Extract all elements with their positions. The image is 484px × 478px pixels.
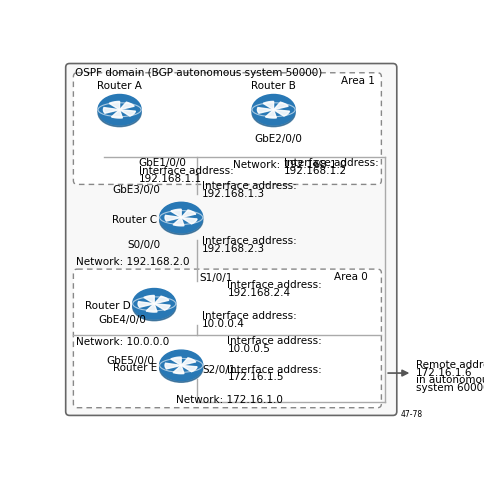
Text: GbE1/0/0: GbE1/0/0 (138, 158, 186, 168)
Text: 10.0.0.4: 10.0.0.4 (201, 319, 244, 329)
Ellipse shape (133, 289, 175, 319)
Text: Remote address:: Remote address: (415, 360, 484, 370)
Polygon shape (165, 363, 181, 369)
Text: 192.168.2.4: 192.168.2.4 (227, 288, 290, 298)
Text: 192.168.2.3: 192.168.2.3 (201, 244, 265, 254)
Text: GbE5/0/0: GbE5/0/0 (106, 356, 154, 366)
Polygon shape (144, 295, 154, 304)
Text: Router E: Router E (113, 363, 157, 373)
Text: system 60000: system 60000 (415, 383, 484, 393)
Text: GbE3/0/0: GbE3/0/0 (112, 185, 160, 195)
Polygon shape (138, 302, 154, 307)
Ellipse shape (133, 293, 175, 321)
Ellipse shape (159, 207, 202, 235)
Polygon shape (263, 101, 273, 110)
Text: Router D: Router D (84, 301, 130, 311)
Polygon shape (154, 296, 168, 304)
Text: 172.16.1.5: 172.16.1.5 (227, 372, 283, 382)
Text: Router B: Router B (251, 81, 295, 91)
Polygon shape (165, 216, 181, 221)
Text: Interface address:: Interface address: (283, 158, 378, 168)
Text: Network: 172.16.1.0: Network: 172.16.1.0 (175, 395, 282, 404)
Polygon shape (273, 102, 287, 110)
Text: 192.168.1.2: 192.168.1.2 (283, 166, 346, 176)
Text: Router C: Router C (112, 215, 157, 225)
Polygon shape (120, 110, 135, 116)
FancyBboxPatch shape (73, 73, 380, 185)
Text: Interface address:: Interface address: (227, 336, 321, 346)
Polygon shape (265, 110, 276, 118)
Text: Interface address:: Interface address: (227, 365, 321, 375)
FancyBboxPatch shape (73, 269, 380, 408)
Text: OSPF domain (BGP autonomous system 50000): OSPF domain (BGP autonomous system 50000… (75, 68, 321, 78)
Text: S1/0/1: S1/0/1 (198, 273, 232, 283)
Ellipse shape (98, 95, 141, 125)
Text: Network: 10.0.0.0: Network: 10.0.0.0 (76, 337, 168, 347)
Text: 192.168.1.3: 192.168.1.3 (201, 189, 265, 199)
Polygon shape (181, 365, 197, 372)
Text: GbE4/0/0: GbE4/0/0 (98, 315, 146, 325)
Text: Network: 192.168.1.0: Network: 192.168.1.0 (232, 160, 346, 170)
Polygon shape (173, 217, 183, 226)
Text: Interface address:: Interface address: (138, 166, 233, 176)
Text: 47-78: 47-78 (400, 410, 422, 419)
Text: Network: 192.168.2.0: Network: 192.168.2.0 (76, 257, 189, 267)
Text: 172.16.1.6: 172.16.1.6 (415, 368, 471, 378)
Text: Interface address:: Interface address: (201, 181, 296, 191)
Ellipse shape (159, 202, 202, 233)
Polygon shape (109, 101, 120, 110)
Polygon shape (120, 102, 134, 110)
Text: S2/0/1: S2/0/1 (202, 365, 236, 375)
Polygon shape (273, 110, 289, 116)
Text: Area 1: Area 1 (341, 76, 375, 86)
Ellipse shape (98, 99, 141, 127)
Text: Router A: Router A (97, 81, 142, 91)
Text: Interface address:: Interface address: (201, 312, 296, 322)
Ellipse shape (252, 95, 295, 125)
Polygon shape (181, 210, 196, 217)
Polygon shape (103, 108, 120, 113)
Polygon shape (170, 357, 181, 365)
Polygon shape (181, 358, 196, 365)
Polygon shape (257, 108, 273, 113)
Polygon shape (173, 365, 183, 374)
Text: S0/0/0: S0/0/0 (127, 240, 160, 250)
Text: in autonomous: in autonomous (415, 375, 484, 385)
Polygon shape (181, 217, 197, 224)
Text: Area 0: Area 0 (333, 272, 367, 282)
Polygon shape (170, 209, 181, 217)
Polygon shape (146, 304, 157, 312)
Polygon shape (154, 304, 170, 310)
Polygon shape (111, 110, 122, 118)
Text: GbE2/0/0: GbE2/0/0 (254, 134, 302, 144)
FancyBboxPatch shape (65, 64, 396, 415)
Text: Interface address:: Interface address: (227, 280, 321, 290)
Ellipse shape (159, 355, 202, 382)
Text: 10.0.0.5: 10.0.0.5 (227, 344, 270, 354)
Text: Interface address:: Interface address: (201, 236, 296, 246)
Text: 192.168.1.1: 192.168.1.1 (138, 174, 201, 184)
Ellipse shape (252, 99, 295, 127)
Ellipse shape (159, 350, 202, 380)
